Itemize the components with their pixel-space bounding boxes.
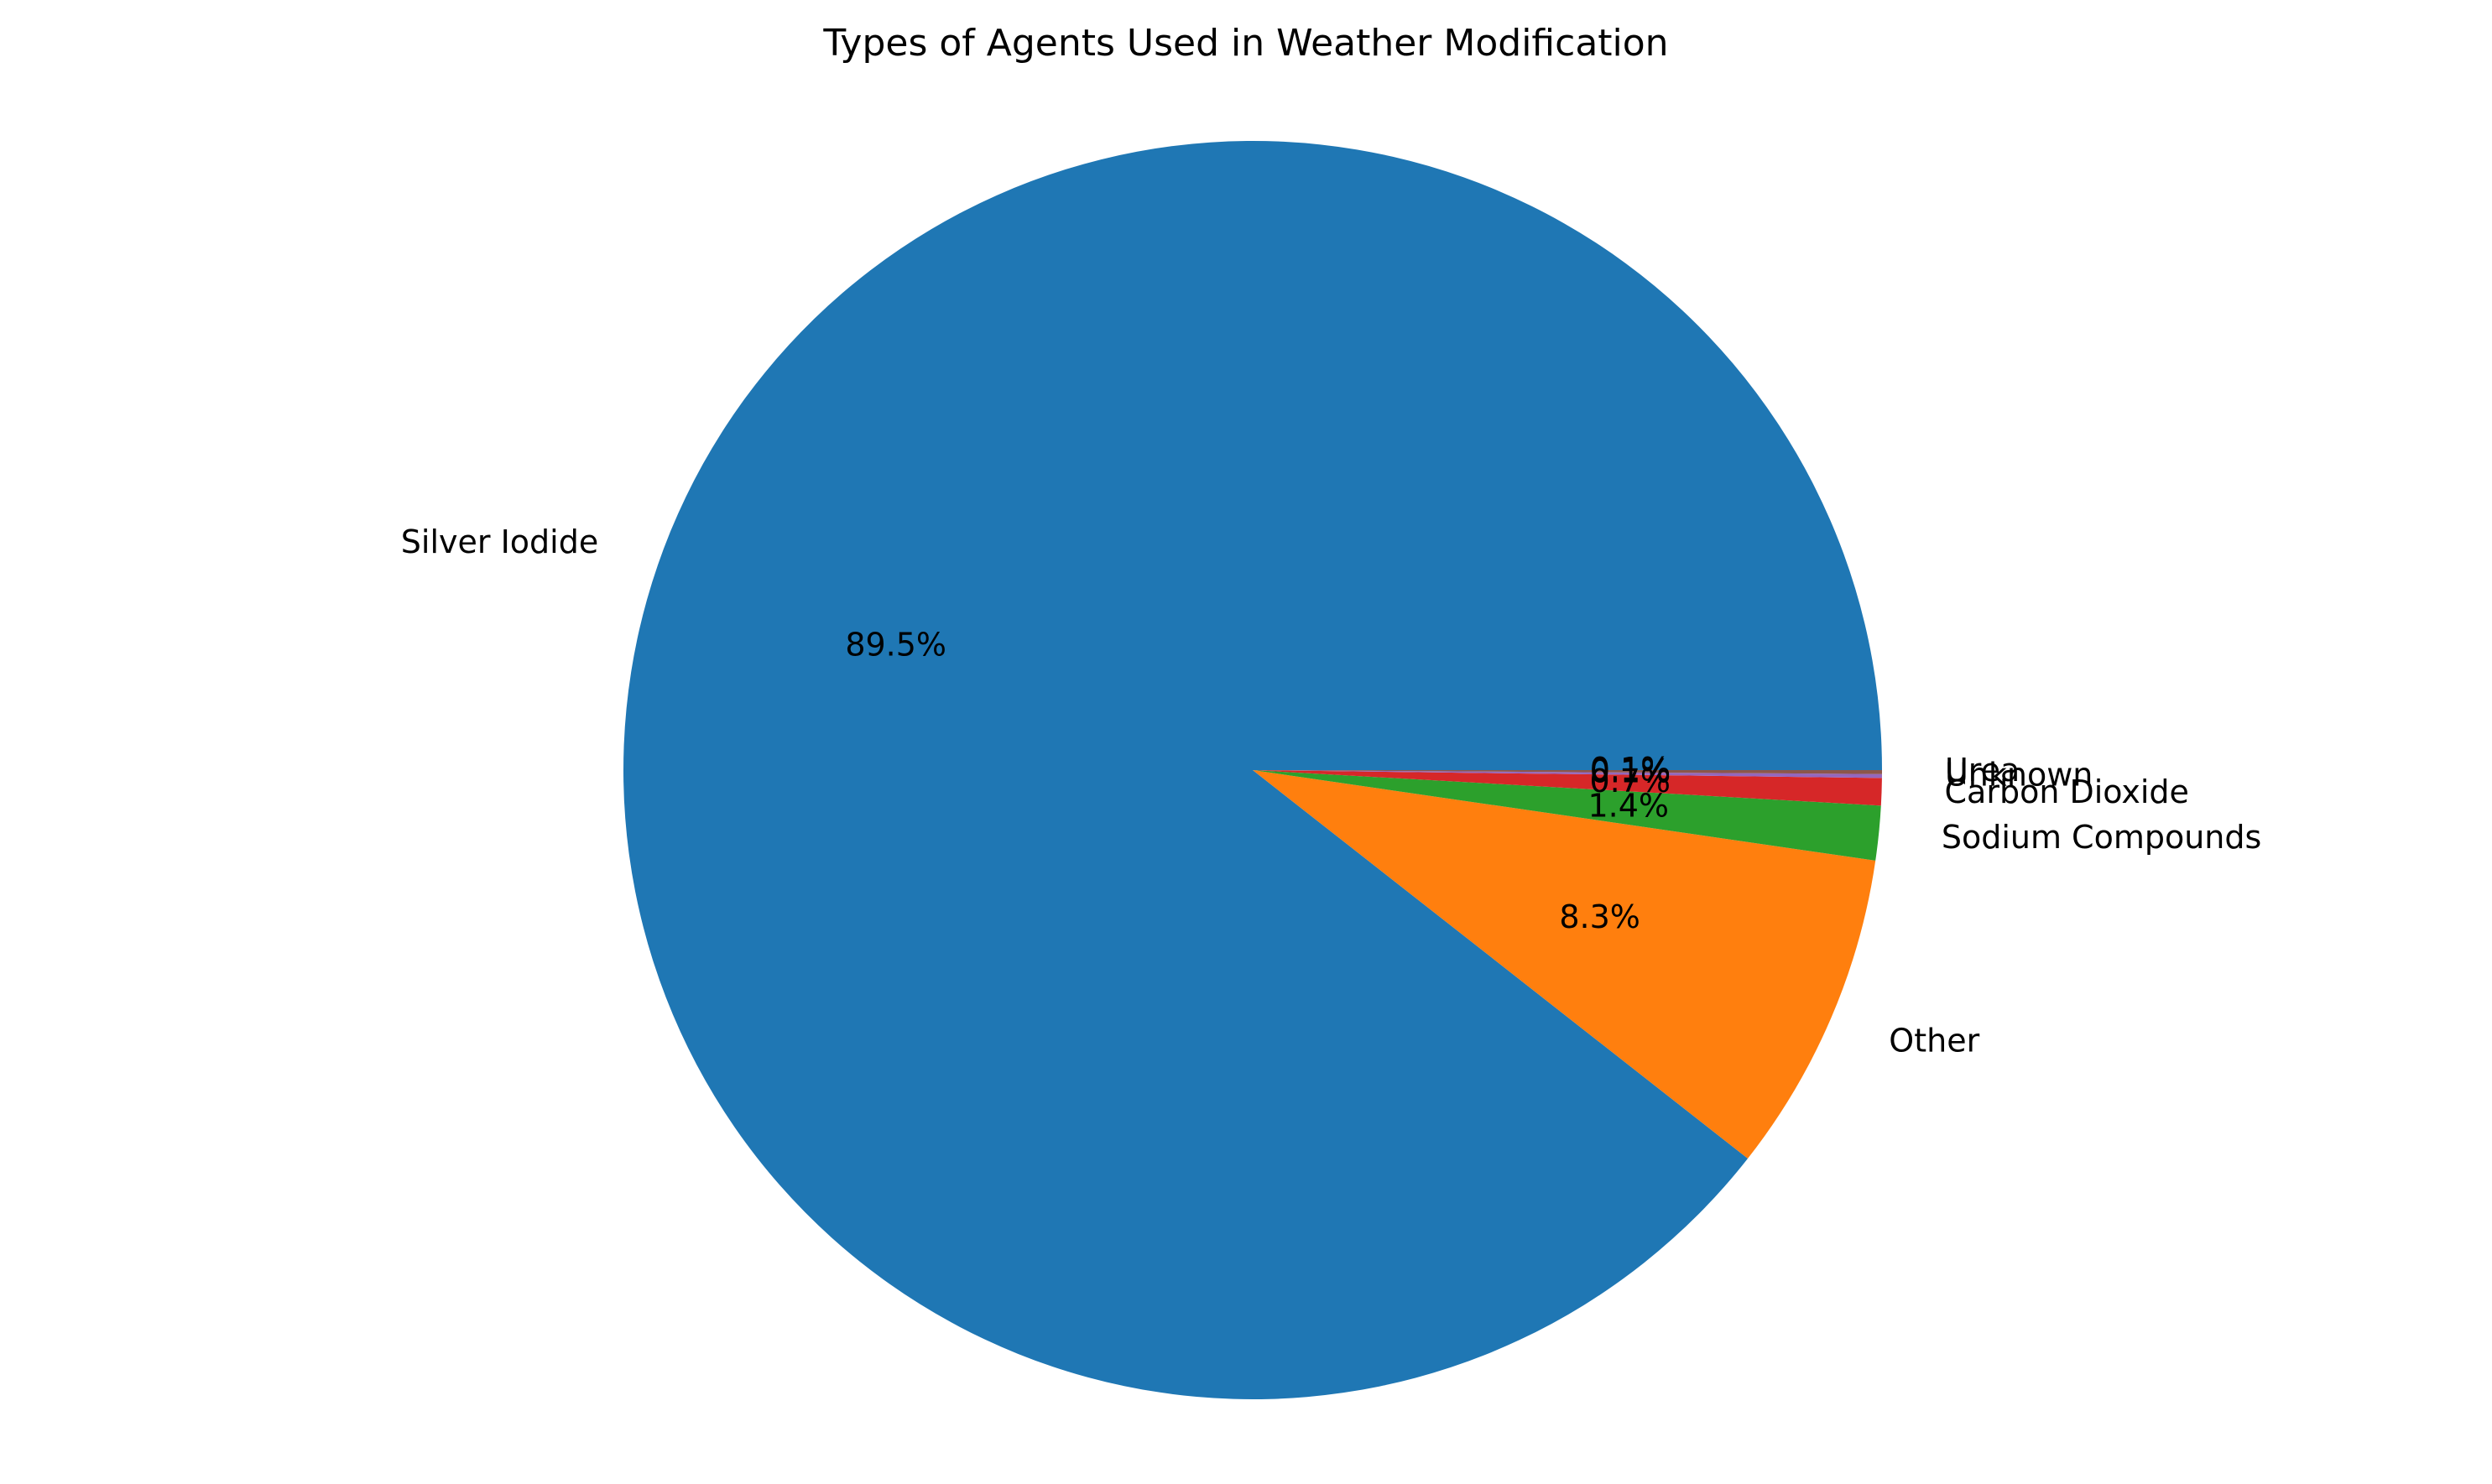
pie-slice-carbon-dioxide	[1253, 770, 1882, 806]
slice-label-unknown: Unknown	[1945, 756, 2093, 793]
pie-percent-labels: 89.5%8.3%1.4%0.7%0.1%0.1%	[845, 627, 1671, 935]
chart-title: Types of Agents Used in Weather Modifica…	[822, 22, 1668, 65]
slice-label-other: Other	[1889, 1022, 1979, 1059]
slice-label-sodium-compounds: Sodium Compounds	[1942, 819, 2261, 856]
percent-label-carbon-dioxide: 0.7%	[1589, 763, 1671, 799]
percent-label-unknown: 0.1%	[1590, 753, 1671, 790]
percent-label-sodium-compounds: 1.4%	[1587, 788, 1669, 825]
slice-label-silver-iodide: Silver Iodide	[401, 523, 598, 560]
pie-slice-other	[1253, 770, 1876, 1159]
percent-label-urea: 0.1%	[1590, 751, 1671, 788]
pie-slice-unknown	[1253, 770, 1882, 778]
pie-slice-sodium-compounds	[1253, 770, 1881, 861]
pie-slice-silver-iodide	[623, 140, 1883, 1399]
pie-labels: Silver Iodide Other Sodium Compounds Carbon…	[401, 523, 2262, 1059]
pie-slice-urea	[1253, 770, 1883, 774]
slice-label-urea: Urea	[1945, 752, 2020, 789]
pie-slices	[623, 140, 1883, 1399]
percent-label-silver-iodide: 89.5%	[845, 627, 946, 664]
slice-label-carbon-dioxide: Carbon Dioxide	[1945, 773, 2189, 810]
percent-label-other: 8.3%	[1559, 898, 1640, 935]
